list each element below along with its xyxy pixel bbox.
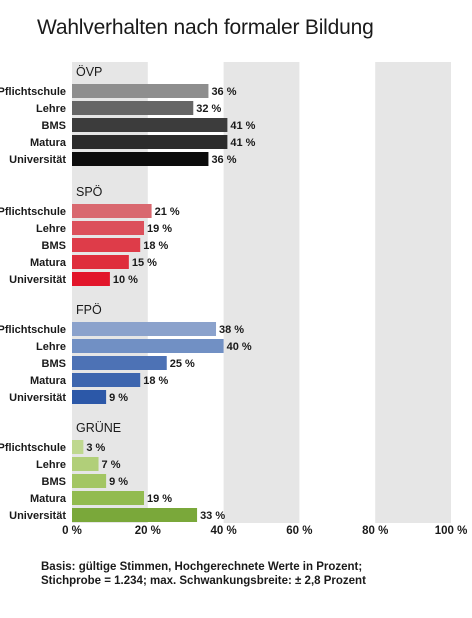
data-label: 18 % (143, 375, 168, 387)
category-label: BMS (42, 358, 66, 370)
category-label: Matura (30, 375, 67, 387)
category-label: Pflichtschule (0, 442, 66, 454)
bar (72, 508, 198, 522)
category-label: BMS (42, 476, 66, 488)
data-label: 38 % (219, 324, 244, 336)
bar (72, 339, 224, 353)
bar (72, 390, 107, 404)
data-label: 15 % (132, 257, 157, 269)
category-label: Pflichtschule (0, 86, 66, 98)
data-label: 21 % (155, 206, 180, 218)
x-tick-label: 100 % (435, 525, 468, 537)
data-label: 36 % (211, 154, 236, 166)
category-label: BMS (42, 120, 66, 132)
data-label: 19 % (147, 223, 172, 235)
bar (72, 84, 209, 98)
bar (72, 373, 141, 387)
bar (72, 152, 209, 166)
x-tick-label: 20 % (135, 525, 161, 537)
bar (72, 474, 107, 488)
data-label: 41 % (230, 137, 255, 149)
footnote-line-2: Stichprobe = 1.234; max. Schwankungsbrei… (41, 575, 366, 587)
background-band (375, 62, 451, 523)
x-tick-label: 40 % (210, 525, 236, 537)
category-label: Universität (9, 274, 66, 286)
data-label: 9 % (109, 392, 128, 404)
data-label: 10 % (113, 274, 138, 286)
category-label: Universität (9, 392, 66, 404)
category-label: Matura (30, 137, 67, 149)
chart-title: Wahlverhalten nach formaler Bildung (37, 16, 374, 39)
background-band (223, 62, 300, 523)
data-label: 41 % (230, 120, 255, 132)
category-label: BMS (42, 240, 66, 252)
group-label: FPÖ (76, 303, 102, 317)
category-label: Matura (30, 493, 67, 505)
data-label: 33 % (200, 510, 225, 522)
category-label: Lehre (36, 459, 66, 471)
bar (72, 440, 84, 454)
group-label: GRÜNE (76, 421, 121, 435)
data-label: 25 % (170, 358, 195, 370)
category-label: Pflichtschule (0, 324, 66, 336)
group-label: ÖVP (76, 65, 102, 79)
bar (72, 457, 99, 471)
bar (72, 491, 145, 505)
bar (72, 356, 167, 370)
category-label: Lehre (36, 223, 66, 235)
x-tick-label: 60 % (286, 525, 312, 537)
bar (72, 238, 141, 252)
data-label: 7 % (102, 459, 121, 471)
category-label: Lehre (36, 103, 66, 115)
data-label: 40 % (227, 341, 252, 353)
category-label: Pflichtschule (0, 206, 66, 218)
category-label: Universität (9, 510, 66, 522)
data-label: 9 % (109, 476, 128, 488)
bar (72, 255, 129, 269)
bar (72, 221, 145, 235)
category-label: Lehre (36, 341, 66, 353)
data-label: 18 % (143, 240, 168, 252)
bar (72, 101, 194, 115)
bar (72, 135, 228, 149)
data-label: 36 % (211, 86, 236, 98)
category-label: Matura (30, 257, 67, 269)
x-tick-label: 80 % (362, 525, 388, 537)
footnote-line-1: Basis: gültige Stimmen, Hochgerechnete W… (41, 561, 363, 573)
category-label: Universität (9, 154, 66, 166)
bar (72, 272, 110, 286)
bar (72, 204, 152, 218)
data-label: 19 % (147, 493, 172, 505)
bar (72, 322, 217, 336)
group-label: SPÖ (76, 185, 103, 199)
data-label: 32 % (196, 103, 221, 115)
bar (72, 118, 228, 132)
x-tick-label: 0 % (62, 525, 82, 537)
data-label: 3 % (86, 442, 105, 454)
